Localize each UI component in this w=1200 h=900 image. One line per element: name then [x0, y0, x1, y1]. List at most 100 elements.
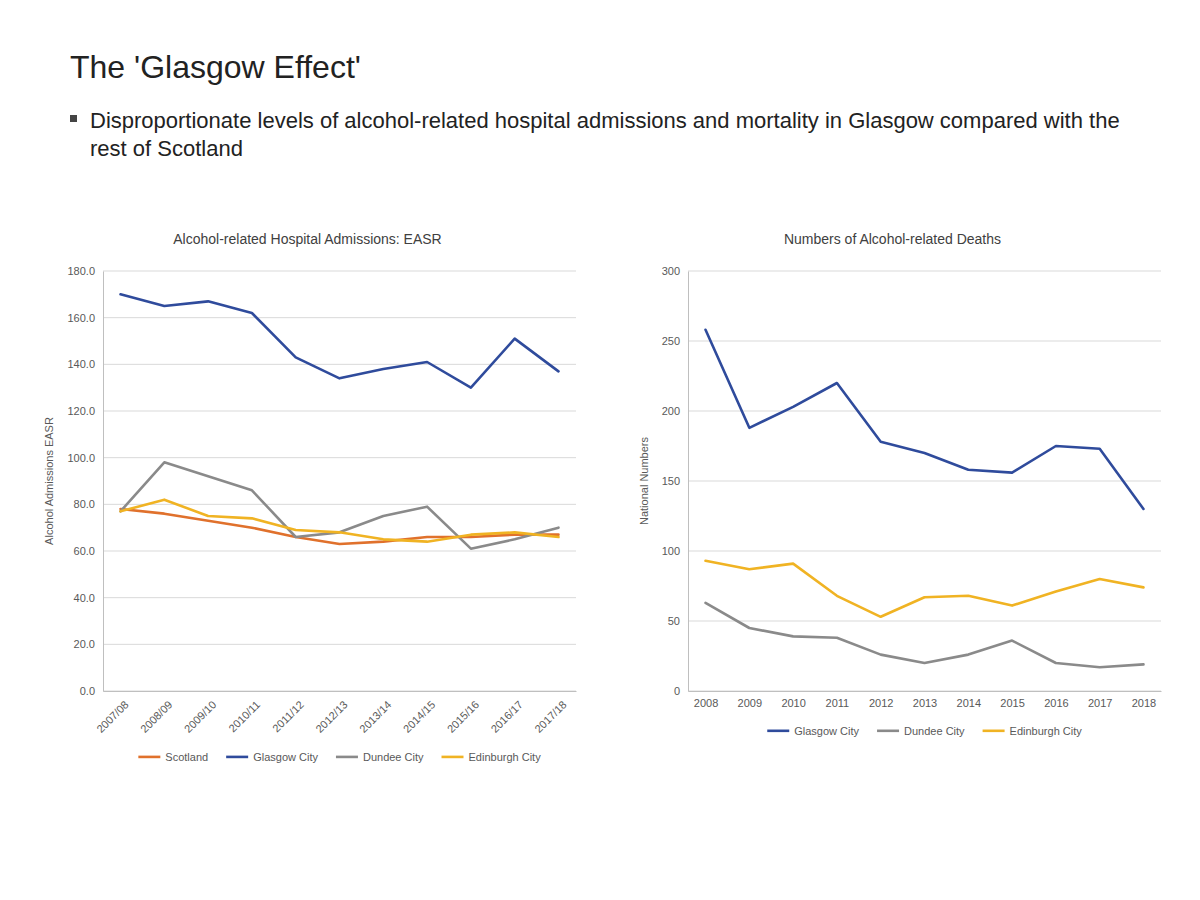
grid-line [688, 691, 1161, 692]
legend-label: Dundee City [904, 725, 965, 737]
y-axis-title: Alcohol Admissions EASR [43, 417, 55, 545]
tick: 100 [662, 545, 688, 557]
tick-label: 2009/10 [182, 698, 219, 735]
tick-label: 2015/16 [445, 698, 482, 735]
legend: Glasgow City Dundee City Edinburgh City [767, 725, 1082, 737]
grid [103, 271, 576, 691]
grid-line [103, 644, 576, 645]
tick: 140.0 [67, 358, 103, 370]
tick: 2008 [694, 691, 718, 709]
tick-label: 2013 [913, 697, 937, 709]
axis-line [688, 272, 689, 692]
legend-swatch [767, 730, 789, 733]
tick: 2010/11 [226, 691, 262, 734]
grid-line [103, 271, 576, 272]
tick-label: 2017/18 [532, 698, 569, 735]
tick-label: 0.0 [80, 685, 95, 697]
grid-line [103, 317, 576, 318]
legend-item: Dundee City [336, 751, 424, 763]
tick: 2012/13 [313, 691, 350, 735]
y-axis-title: National Numbers [638, 436, 650, 525]
tick: 50 [668, 615, 688, 627]
tick: 2011 [826, 691, 850, 709]
chart-panel: Alcohol-related Hospital Admissions: EAS… [43, 231, 576, 763]
tick: 2014 [957, 691, 981, 709]
y-axis: 0.020.040.060.080.0100.0120.0140.0160.01… [67, 265, 103, 697]
tick: 200 [662, 405, 688, 417]
grid-line [103, 691, 576, 692]
tick-label: 2008 [694, 697, 718, 709]
grid-line [688, 621, 1161, 622]
tick-label: 2014/15 [401, 698, 438, 735]
series-line [706, 330, 1144, 509]
tick: 60.0 [74, 545, 103, 557]
legend-label: Glasgow City [794, 725, 859, 737]
legend-label: Dundee City [363, 751, 424, 763]
tick: 0.0 [80, 685, 103, 697]
tick-label: 2008/09 [138, 698, 175, 735]
grid [688, 271, 1161, 691]
tick: 120.0 [67, 405, 103, 417]
grid-line [688, 341, 1161, 342]
tick: 2014/15 [401, 691, 438, 735]
tick-label: 100 [662, 545, 680, 557]
tick-label: 2009 [738, 697, 762, 709]
tick-label: 250 [662, 335, 680, 347]
tick: 2009 [738, 691, 762, 709]
tick-label: 2016/17 [488, 698, 525, 735]
tick-label: 2016 [1044, 697, 1068, 709]
tick-label: 2014 [957, 697, 981, 709]
legend-swatch [138, 756, 160, 759]
y-axis: 0 50 100 150 200 250 300 [662, 265, 689, 697]
tick: 2016 [1044, 691, 1068, 709]
legend-swatch [983, 730, 1005, 733]
tick: 100.0 [67, 452, 103, 464]
tick-label: 0 [674, 685, 680, 697]
tick-label: 2010 [781, 697, 805, 709]
tick: 2012 [869, 691, 893, 709]
series-line [121, 509, 559, 544]
tick-label: 80.0 [74, 498, 95, 510]
grid-line [688, 481, 1161, 482]
tick-label: 2007/08 [94, 698, 131, 735]
tick-label: 2011 [826, 697, 850, 709]
tick: 2015 [1000, 691, 1024, 709]
tick-label: 2018 [1132, 697, 1156, 709]
tick-label: 180.0 [67, 265, 95, 277]
tick-label: 160.0 [67, 312, 95, 324]
slide-title: The 'Glasgow Effect' [70, 49, 361, 85]
series-line [706, 603, 1144, 667]
tick: 2008/09 [138, 691, 175, 735]
legend-item: Glasgow City [767, 725, 859, 737]
tick-label: 2017 [1088, 697, 1112, 709]
legend-item: Edinburgh City [442, 751, 542, 763]
tick-label: 60.0 [74, 545, 95, 557]
axis-line [689, 691, 1162, 692]
axis-line [103, 272, 104, 692]
chart-title: Alcohol-related Hospital Admissions: EAS… [173, 231, 441, 247]
tick-label: 2012 [869, 697, 893, 709]
tick: 150 [662, 475, 688, 487]
chart-panel: Numbers of Alcohol-related Deaths 0 50 100 1… [638, 231, 1162, 737]
bullet-marker [70, 115, 77, 122]
slide: The 'Glasgow Effect' Disproportionate lev… [0, 0, 1200, 900]
legend-item: Glasgow City [226, 751, 318, 763]
axis-line [104, 691, 577, 692]
bullet-text: Disproportionate levels of alcohol-relat… [90, 108, 1120, 161]
tick-label: 100.0 [67, 452, 95, 464]
legend-swatch [442, 756, 464, 759]
grid-line [688, 271, 1161, 272]
tick-label: 2012/13 [313, 698, 350, 735]
legend-label: Edinburgh City [1010, 725, 1083, 737]
grid-line [103, 411, 576, 412]
tick: 300 [662, 265, 688, 277]
legend-item: Scotland [138, 751, 208, 763]
tick: 2017 [1088, 691, 1112, 709]
tick: 2009/10 [182, 691, 219, 735]
tick-label: 2013/14 [357, 698, 394, 735]
legend-label: Glasgow City [253, 751, 318, 763]
series-line [706, 561, 1144, 617]
legend-item: Dundee City [877, 725, 965, 737]
chart-title: Numbers of Alcohol-related Deaths [784, 231, 1001, 247]
tick-label: 150 [662, 475, 680, 487]
